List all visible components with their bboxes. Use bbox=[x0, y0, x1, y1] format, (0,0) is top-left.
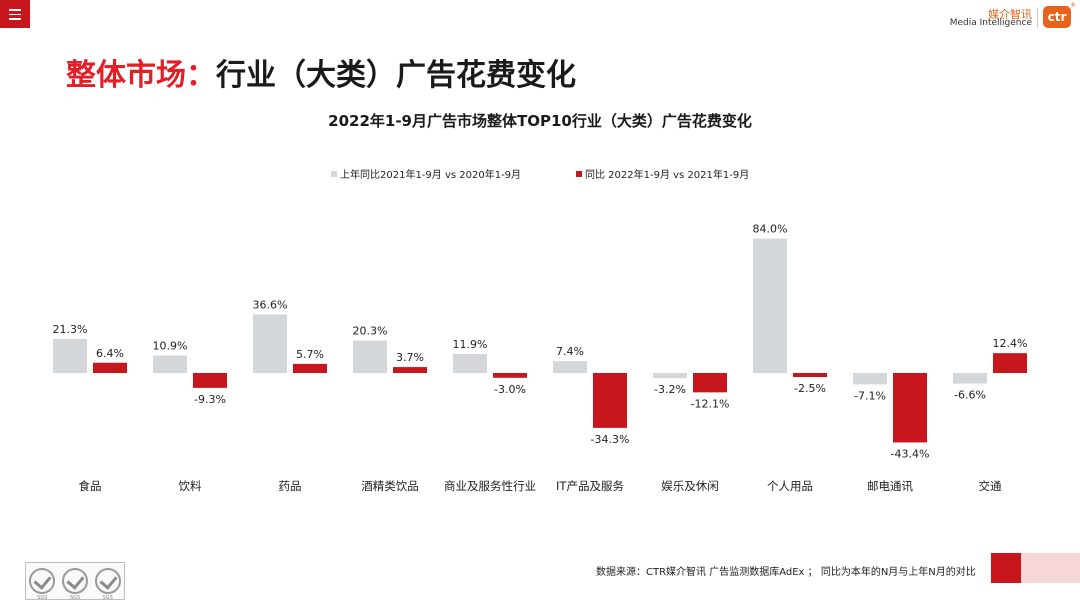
data-label-series-1: 7.4% bbox=[556, 345, 584, 358]
legend-swatch-series-1 bbox=[331, 170, 337, 177]
page-title-accent: 整体市场： bbox=[66, 58, 216, 93]
bar-series-1 bbox=[553, 361, 587, 373]
category-label: 药品 bbox=[279, 479, 302, 493]
hamburger-menu-icon[interactable] bbox=[0, 0, 30, 28]
data-label-series-1: 21.3% bbox=[53, 323, 88, 336]
bar-series-2 bbox=[393, 367, 427, 373]
category-label: IT产品及服务 bbox=[556, 479, 624, 493]
bar-series-1 bbox=[253, 314, 287, 373]
page-title-main: 行业（大类）广告花费变化 bbox=[216, 58, 576, 93]
bar-series-2 bbox=[793, 373, 827, 377]
certification-badges: SGS SGS SGS bbox=[25, 562, 125, 601]
category-label: 酒精类饮品 bbox=[361, 479, 419, 493]
certification-check-icon: SGS bbox=[29, 568, 56, 601]
bar-series-1 bbox=[653, 373, 687, 379]
bar-series-2 bbox=[993, 353, 1027, 373]
registered-mark: ® bbox=[1070, 2, 1076, 9]
bar-series-1 bbox=[753, 238, 787, 373]
page-title: 整体市场：行业（大类）广告花费变化 bbox=[66, 50, 576, 94]
bar-series-1 bbox=[53, 338, 87, 373]
chart-title: 2022年1-9月广告市场整体TOP10行业（大类）广告花费变化 bbox=[328, 112, 752, 130]
bar-series-1 bbox=[853, 373, 887, 385]
category-label: 饮料 bbox=[179, 479, 202, 493]
data-label-series-1: 11.9% bbox=[453, 338, 488, 351]
data-label-series-2: 5.7% bbox=[296, 348, 324, 361]
footer-red-block bbox=[991, 553, 1021, 583]
data-label-series-2: -2.5% bbox=[794, 382, 826, 395]
data-label-series-1: -6.6% bbox=[954, 389, 986, 402]
bar-series-1 bbox=[953, 373, 987, 384]
category-label: 商业及服务性行业 bbox=[444, 479, 536, 493]
category-label: 食品 bbox=[79, 479, 102, 493]
data-label-series-2: -34.3% bbox=[591, 433, 630, 446]
bar-series-1 bbox=[353, 340, 387, 373]
bar-series-2 bbox=[293, 363, 327, 373]
data-label-series-1: 84.0% bbox=[753, 223, 788, 236]
legend-label-series-2: 同比 2022年1-9月 vs 2021年1-9月 bbox=[585, 170, 750, 181]
bar-series-1 bbox=[153, 355, 187, 373]
logo-divider bbox=[1037, 8, 1038, 28]
legend-item-series-1: 上年同比2021年1-9月 vs 2020年1-9月 bbox=[331, 166, 521, 181]
data-source-note: 数据来源：CTR媒介智讯 广告监测数据库AdEx ； 同比为本年的N月与上年N月… bbox=[596, 567, 976, 578]
top-bar: 媒介智讯 Media Intelligence ctr ® bbox=[0, 0, 1080, 28]
data-label-series-2: -43.4% bbox=[891, 447, 930, 460]
bar-series-2 bbox=[893, 373, 927, 443]
data-label-series-2: 6.4% bbox=[96, 347, 124, 360]
certification-check-icon: SGS bbox=[61, 568, 88, 601]
data-label-series-1: -7.1% bbox=[854, 389, 886, 402]
bar-series-2 bbox=[693, 373, 727, 393]
data-label-series-2: 12.4% bbox=[993, 337, 1028, 350]
legend-label-series-1: 上年同比2021年1-9月 vs 2020年1-9月 bbox=[340, 170, 522, 181]
data-label-series-2: -9.3% bbox=[194, 393, 226, 406]
data-label-series-1: 20.3% bbox=[353, 325, 388, 338]
logo-chinese-name: 媒介智讯 bbox=[988, 8, 1032, 21]
category-label: 娱乐及休闲 bbox=[661, 479, 719, 493]
data-label-series-1: -3.2% bbox=[654, 383, 686, 396]
footer-pink-block bbox=[1021, 553, 1080, 583]
bar-series-2 bbox=[93, 362, 127, 373]
category-label: 邮电通讯 bbox=[867, 479, 913, 493]
bar-series-2 bbox=[493, 373, 527, 378]
certification-check-icon: SGS bbox=[94, 568, 121, 601]
category-label: 交通 bbox=[979, 479, 1002, 493]
logo-english-name: Media Intelligence bbox=[949, 18, 1032, 28]
data-label-series-2: -3.0% bbox=[494, 383, 526, 396]
legend-swatch-series-2 bbox=[576, 170, 582, 177]
data-label-series-2: -12.1% bbox=[691, 397, 730, 410]
ctr-logo: ctr bbox=[1043, 6, 1071, 28]
category-label: 个人用品 bbox=[767, 479, 813, 493]
data-label-series-1: 10.9% bbox=[153, 340, 188, 353]
legend-item-series-2: 同比 2022年1-9月 vs 2021年1-9月 bbox=[576, 166, 749, 181]
bar-series-2 bbox=[193, 373, 227, 388]
bar-series-1 bbox=[453, 353, 487, 373]
data-label-series-2: 3.7% bbox=[396, 351, 424, 364]
bar-series-2 bbox=[593, 373, 627, 428]
data-label-series-1: 36.6% bbox=[253, 298, 288, 311]
